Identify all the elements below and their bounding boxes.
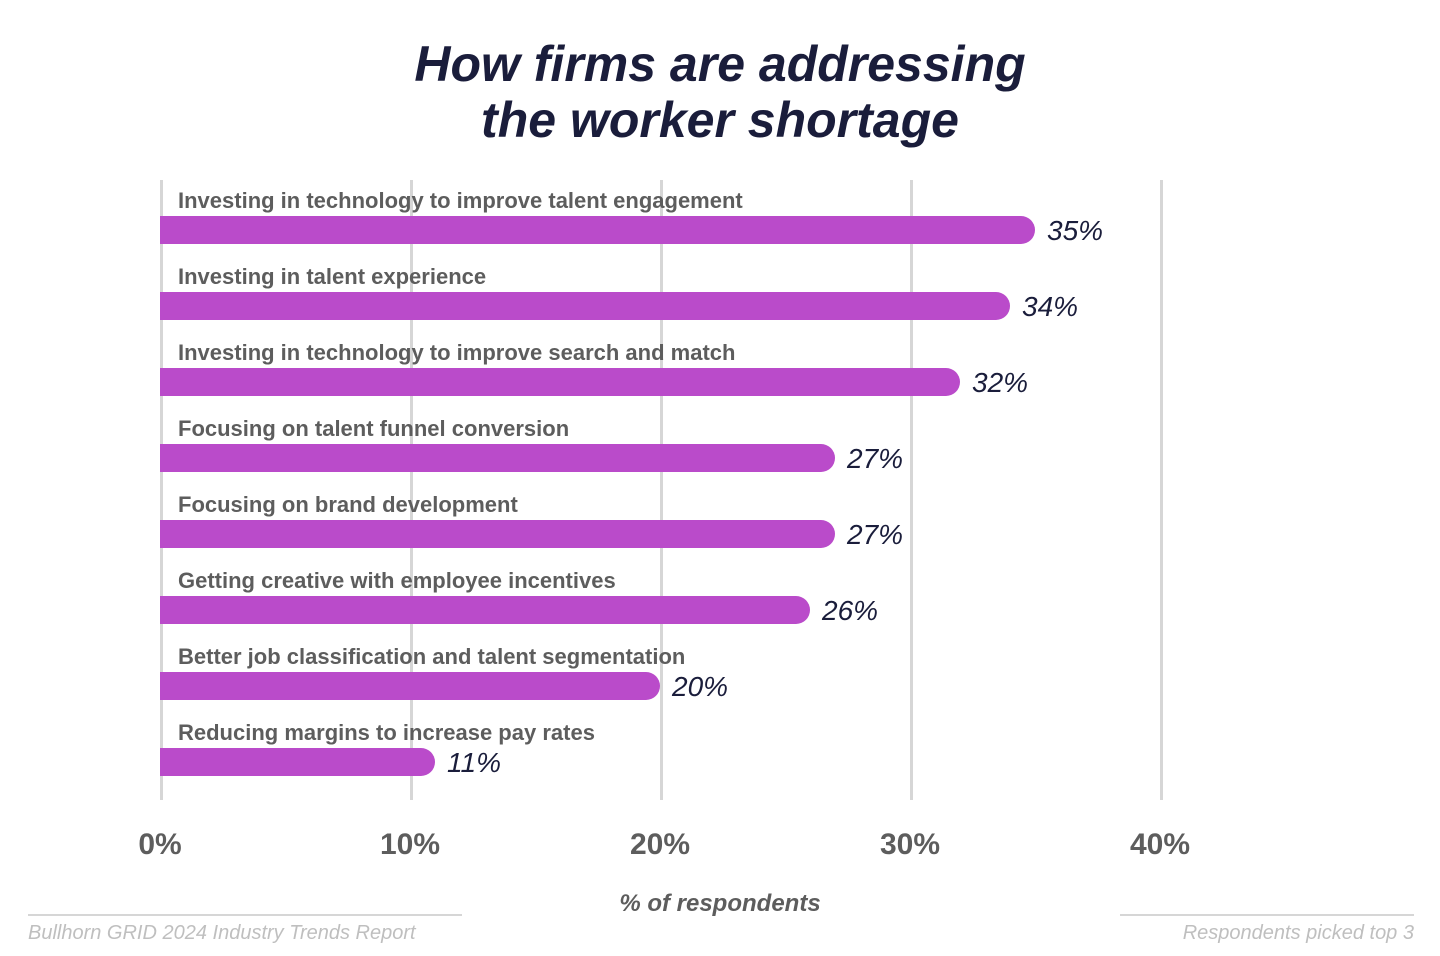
bar-label: Getting creative with employee incentive… — [178, 568, 616, 594]
bar-row: Investing in talent experience 34% — [160, 264, 1160, 320]
bar-label: Better job classification and talent seg… — [178, 644, 685, 670]
chart-title: How firms are addressing the worker shor… — [0, 36, 1440, 148]
bar-row: Reducing margins to increase pay rates11… — [160, 720, 1160, 776]
bar — [160, 748, 435, 776]
bar-value: 27% — [847, 443, 903, 475]
chart-container: How firms are addressing the worker shor… — [0, 0, 1440, 956]
bar-row: Better job classification and talent seg… — [160, 644, 1160, 700]
footer-source: Bullhorn GRID 2024 Industry Trends Repor… — [28, 922, 416, 945]
x-tick-label: 40% — [1130, 828, 1190, 862]
bar-row: Investing in technology to improve talen… — [160, 188, 1160, 244]
bar-value: 26% — [822, 595, 878, 627]
bar — [160, 292, 1010, 320]
gridline — [1160, 180, 1163, 800]
footer-divider-left — [28, 914, 462, 916]
bar-label: Investing in technology to improve talen… — [178, 188, 743, 214]
bar-label: Focusing on brand development — [178, 492, 518, 518]
bar-label: Reducing margins to increase pay rates — [178, 720, 595, 746]
chart-title-line2: the worker shortage — [0, 92, 1440, 148]
bar-value: 32% — [972, 367, 1028, 399]
bar-value: 20% — [672, 671, 728, 703]
bar-value: 35% — [1047, 215, 1103, 247]
bar — [160, 520, 835, 548]
bar-label: Investing in talent experience — [178, 264, 486, 290]
x-tick-label: 20% — [630, 828, 690, 862]
bar-row: Focusing on talent funnel conversion 27% — [160, 416, 1160, 472]
footer-divider-right — [1120, 914, 1414, 916]
x-tick-label: 0% — [138, 828, 181, 862]
bar — [160, 216, 1035, 244]
chart-title-line1: How firms are addressing — [0, 36, 1440, 92]
bar-row: Getting creative with employee incentive… — [160, 568, 1160, 624]
bar-value: 27% — [847, 519, 903, 551]
bar-label: Focusing on talent funnel conversion — [178, 416, 569, 442]
bar-label: Investing in technology to improve searc… — [178, 340, 735, 366]
footer-note: Respondents picked top 3 — [1183, 922, 1414, 945]
bar-value: 11% — [447, 747, 501, 779]
bar-row: Focusing on brand development 27% — [160, 492, 1160, 548]
bar — [160, 368, 960, 396]
x-tick-label: 30% — [880, 828, 940, 862]
bar — [160, 444, 835, 472]
bar — [160, 596, 810, 624]
bar — [160, 672, 660, 700]
plot-area: Investing in technology to improve talen… — [160, 180, 1160, 800]
bar-row: Investing in technology to improve searc… — [160, 340, 1160, 396]
bar-value: 34% — [1022, 291, 1078, 323]
x-tick-label: 10% — [380, 828, 440, 862]
